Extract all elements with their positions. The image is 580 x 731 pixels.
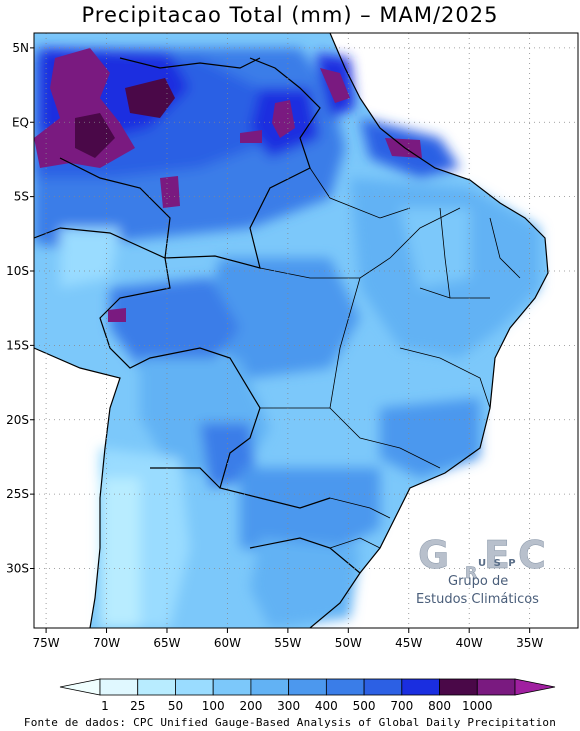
- legend-label: 50: [168, 699, 183, 713]
- lat-tick-label: 25S: [6, 487, 29, 501]
- legend-swatch: [175, 678, 214, 696]
- logo-line-1: Grupo de: [448, 574, 508, 589]
- legend-swatch: [401, 678, 440, 696]
- legend-swatch: [212, 678, 252, 696]
- legend-swatch: [363, 678, 403, 696]
- latitude-ticks: 5N EQ 5S 10S 15S 20S 25S 30S: [6, 41, 34, 576]
- lon-tick-label: 60W: [214, 636, 241, 648]
- grec-logo: G R E C U S P Grupo de Estudos Climático…: [416, 533, 546, 607]
- legend-label: 500: [353, 699, 376, 713]
- lon-tick-label: 70W: [93, 636, 120, 648]
- legend-label: 200: [239, 699, 262, 713]
- logo-letter-g: G: [418, 533, 449, 577]
- legend-swatch: [476, 678, 516, 696]
- precip-maxima: [34, 48, 422, 322]
- legend-below-arrow: [59, 678, 101, 696]
- logo-letter-c: C: [518, 533, 546, 577]
- map-frame: [33, 32, 579, 629]
- legend-label: 25: [130, 699, 145, 713]
- legend-above-arrow: [514, 678, 556, 696]
- lat-tick-label: 30S: [6, 562, 29, 576]
- logo-letter-e: E: [484, 533, 510, 577]
- logo-letter-r: R: [465, 563, 477, 582]
- lat-tick-label: 20S: [6, 413, 29, 427]
- lat-tick-label: 5S: [14, 190, 29, 204]
- graticule: [34, 33, 578, 628]
- state-borders: [259, 167, 521, 549]
- color-legend: 1 25 50 100 200 300 400 500 700 800 1000: [59, 678, 556, 713]
- precip-field: [34, 48, 540, 628]
- legend-label: 100: [202, 699, 225, 713]
- lat-tick-label: 15S: [6, 338, 29, 352]
- lon-tick-label: 50W: [335, 636, 362, 648]
- data-source: Fonte de dados: CPC Unified Gauge-Based …: [23, 716, 557, 729]
- lon-tick-label: 45W: [395, 636, 422, 648]
- longitude-ticks: 75W 70W 65W 60W 55W 50W 45W 40W 35W: [33, 628, 543, 648]
- logo-usp: U S P: [478, 558, 518, 569]
- lon-tick-label: 35W: [516, 636, 543, 648]
- legend-label: 300: [277, 699, 300, 713]
- precipitation-map: 75W 70W 65W 60W 55W 50W 45W 40W 35W 5N EQ 5S 10S 15S…: [6, 32, 579, 648]
- legend-swatch: [137, 678, 176, 696]
- lon-tick-label: 65W: [153, 636, 180, 648]
- legend-label: 1000: [462, 699, 493, 713]
- lat-tick-label: 10S: [6, 264, 29, 278]
- legend-label: 1: [101, 699, 109, 713]
- lon-tick-label: 55W: [274, 636, 301, 648]
- legend-swatch: [288, 678, 327, 696]
- country-borders: [34, 33, 549, 628]
- lon-tick-label: 40W: [456, 636, 483, 648]
- legend-swatch: [325, 678, 365, 696]
- legend-label: 800: [428, 699, 451, 713]
- lat-tick-label: EQ: [12, 115, 29, 129]
- logo-line-2: Estudos Climáticos: [416, 592, 539, 607]
- lon-tick-label: 75W: [33, 636, 60, 648]
- legend-swatch: [250, 678, 290, 696]
- legend-swatch: [439, 678, 478, 696]
- legend-swatch: [99, 678, 139, 696]
- lat-tick-label: 5N: [12, 41, 29, 55]
- legend-label: 400: [315, 699, 338, 713]
- map-title: Precipitacao Total (mm) – MAM/2025: [81, 3, 499, 27]
- legend-label: 700: [390, 699, 413, 713]
